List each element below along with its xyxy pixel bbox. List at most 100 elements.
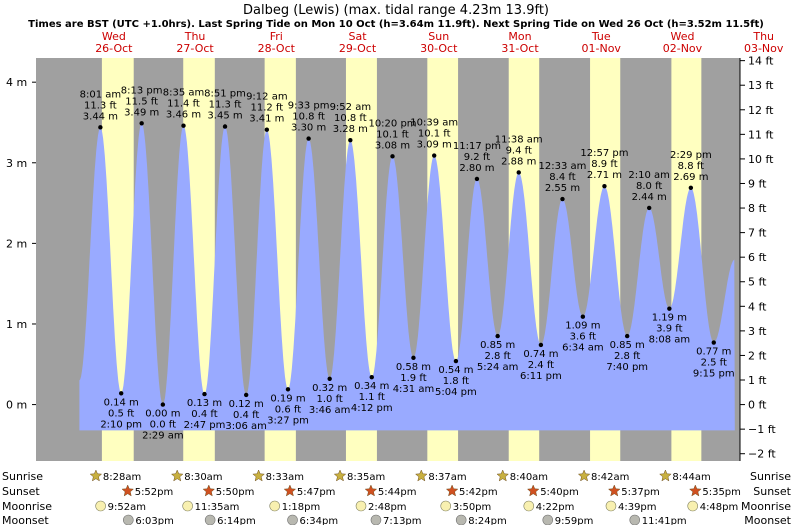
sunrise-icon [170, 469, 184, 482]
high-tide-label: 11.5 ft [125, 96, 158, 107]
high-tide-label: 8:51 pm [204, 89, 246, 100]
moonrise-row-label-left: Moonrise [2, 500, 52, 513]
y-tick-label-ft: 0 ft [748, 399, 767, 412]
day-name: Thu [752, 30, 774, 43]
high-tide-label: 2.55 m [545, 183, 580, 194]
y-tick-label-ft: 1 ft [748, 374, 767, 387]
moonrise-icon [182, 500, 193, 512]
high-tide-label: 2.80 m [459, 163, 494, 174]
y-tick-label-ft: 7 ft [748, 227, 767, 240]
sunset-icon [364, 484, 378, 497]
high-tide-label: 11.2 ft [250, 103, 283, 114]
day-date: 30-Oct [420, 42, 458, 55]
low-tide-label: 8:08 am [649, 335, 691, 346]
low-tide-point [243, 392, 249, 398]
low-tide-point [118, 391, 124, 396]
sunrise-icon [659, 469, 672, 482]
moonrise-icon [605, 500, 617, 512]
high-tide-point [306, 136, 311, 141]
day-date: 27-Oct [176, 42, 214, 55]
moonset-row-label-right: Moonset [744, 514, 791, 525]
high-tide-label: 3.41 m [249, 114, 284, 125]
moonrise-time: 4:22pm [536, 502, 575, 513]
low-tide-label: 3:27 pm [267, 415, 309, 426]
high-tide-label: 11.3 ft [209, 100, 242, 111]
low-tide-label: 1.19 m [652, 313, 687, 324]
y-tick-label-m: 2 m [6, 237, 27, 250]
day-date: 31-Oct [501, 42, 539, 55]
y-tick-label-ft: 11 ft [748, 128, 774, 141]
day-name: Fri [270, 30, 283, 43]
y-tick-label-ft: 6 ft [748, 251, 767, 264]
moonset-icon [455, 514, 467, 525]
high-tide-label: 2.71 m [587, 170, 622, 181]
high-tide-point [688, 185, 694, 190]
high-tide-point [390, 154, 395, 159]
moonrise-row-label-right: Moonrise [741, 500, 791, 513]
high-tide-label: 9:52 am [330, 102, 372, 113]
low-tide-label: 0.77 m [696, 347, 731, 358]
high-tide-label: 2.44 m [632, 192, 667, 203]
y-tick-label-ft: 4 ft [748, 300, 767, 313]
sunset-time: 5:37pm [621, 487, 660, 498]
low-tide-label: 2.5 ft [701, 358, 727, 369]
low-tide-label: 4:31 am [393, 384, 435, 395]
day-name: Thu [184, 30, 206, 43]
sunset-icon [283, 484, 297, 497]
moonset-icon [287, 514, 298, 525]
high-tide-point [139, 121, 144, 126]
high-tide-label: 10.8 ft [292, 112, 325, 123]
low-tide-label: 2.8 ft [484, 351, 510, 362]
y-tick-label-ft: 5 ft [748, 276, 767, 289]
high-tide-label: 8.0 ft [636, 181, 662, 192]
moonrise-time: 4:48pm [700, 502, 739, 513]
sunset-icon [688, 484, 702, 497]
moonrise-time: 9:52am [108, 502, 146, 513]
low-tide-label: 0.4 ft [233, 410, 259, 421]
low-tide-point [711, 340, 716, 345]
low-tide-label: 0.5 ft [108, 408, 134, 419]
low-tide-label: 5:24 am [477, 362, 519, 373]
day-date: 26-Oct [95, 42, 133, 55]
moonrise-time: 1:18pm [282, 502, 321, 513]
low-tide-point [538, 342, 544, 348]
high-tide-label: 8:35 am [163, 88, 205, 99]
low-tide-label: 6:34 am [562, 343, 604, 354]
high-tide-label: 12:33 am [539, 161, 587, 172]
y-tick-label-ft: 14 ft [748, 55, 774, 68]
high-tide-label: 11.3 ft [84, 100, 117, 111]
low-tide-label: 0.85 m [480, 340, 515, 351]
high-tide-point [181, 123, 186, 128]
chart-title: Dalbeg (Lewis) (max. tidal range 4.23m 1… [243, 3, 549, 18]
low-tide-label: 0.12 m [229, 399, 264, 410]
high-tide-label: 10.8 ft [334, 113, 367, 124]
sunset-icon [526, 484, 540, 497]
high-tide-point [516, 170, 521, 175]
low-tide-label: 0.13 m [187, 398, 222, 409]
sunrise-row-label-left: Sunrise [2, 470, 43, 483]
y-tick-label-ft: 13 ft [748, 79, 774, 92]
low-tide-label: 0.58 m [396, 362, 431, 373]
high-tide-label: 10:39 am [410, 118, 458, 129]
high-tide-point [560, 196, 565, 202]
low-tide-label: 3.9 ft [656, 324, 682, 335]
sunrise-icon [577, 469, 591, 482]
sunset-time: 5:50pm [216, 487, 255, 498]
sunrise-icon [89, 469, 103, 482]
day-date: 03-Nov [744, 42, 784, 55]
low-tide-point [453, 358, 459, 364]
high-tide-label: 9:33 pm [288, 101, 330, 112]
low-tide-label: 3.6 ft [570, 332, 596, 343]
sunset-icon [202, 484, 216, 497]
low-tide-label: 2:47 pm [184, 420, 226, 431]
axes: 0 m 1 m 2 m 3 m 4 m −2 ft −1 ft 0 ft 1 ft 2 ft 3 f… [6, 55, 776, 461]
low-tide-label: 1.09 m [565, 321, 600, 332]
high-tide-label: 8:01 am [80, 89, 122, 100]
low-tide-label: 0.0 ft [150, 420, 176, 431]
y-tick-label-ft: 10 ft [748, 153, 774, 166]
high-tide-label: 3.09 m [417, 140, 452, 151]
day-name: Tue [591, 30, 611, 43]
day-name: Mon [508, 30, 531, 43]
moonset-icon [204, 514, 216, 525]
